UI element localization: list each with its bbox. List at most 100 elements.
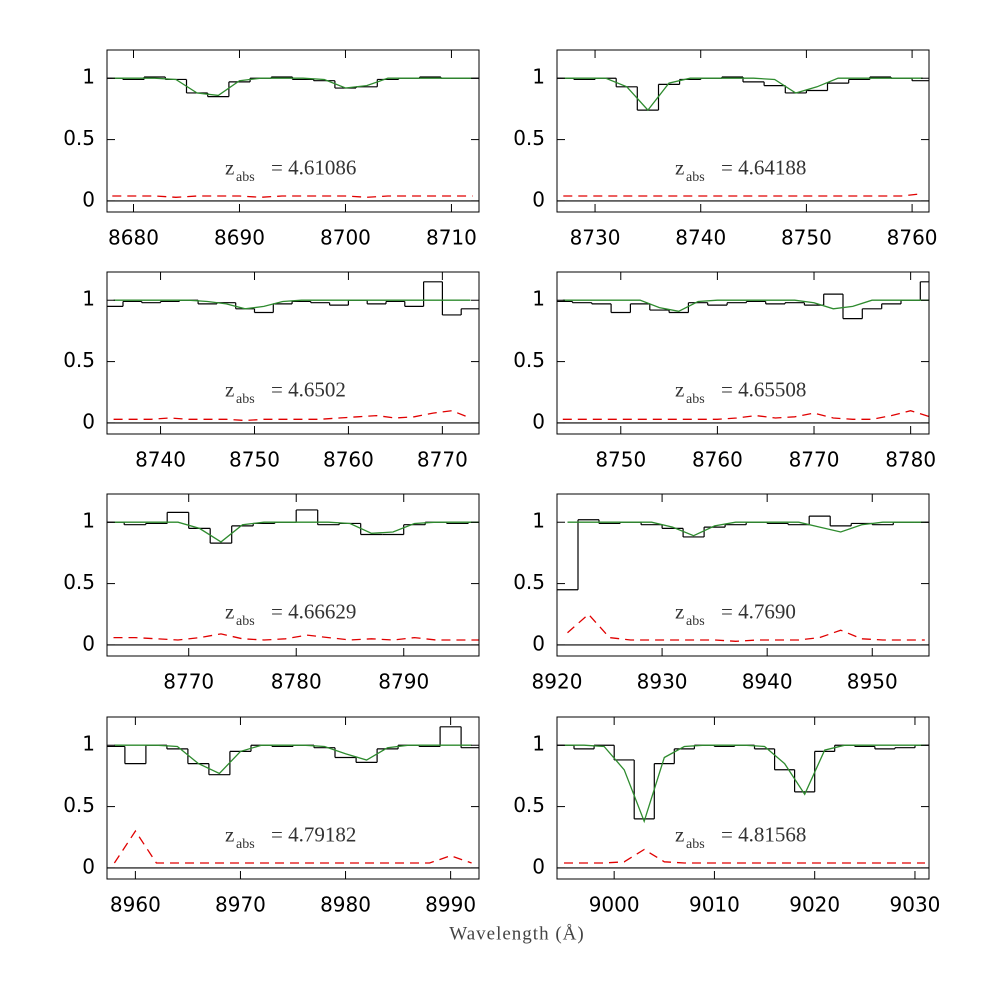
plot-area	[107, 509, 479, 646]
plot-area	[107, 76, 479, 202]
annotation-text: = 4.64188	[721, 156, 806, 180]
error-line	[562, 410, 929, 420]
panel: 0 0.5 1 8770 8780 8790 z abs = 4.66629	[63, 493, 480, 694]
annotation-text: = 4.79182	[271, 823, 356, 847]
x-tick-label: 8780	[885, 448, 936, 472]
y-tick-label: 0.5	[513, 126, 545, 150]
x-tick-label: 8770	[417, 448, 468, 472]
model-line	[112, 77, 473, 97]
x-tick-label: 8990	[425, 893, 476, 917]
y-tick-label: 0.5	[63, 348, 95, 372]
axes-frame	[106, 493, 480, 657]
annotation-subscript: abs	[236, 170, 255, 185]
model-line	[113, 521, 479, 543]
annotation-text: = 4.65508	[721, 378, 806, 402]
x-tick-label: 8700	[320, 226, 371, 250]
x-tick-label: 8760	[887, 226, 938, 250]
axes-frame	[556, 49, 930, 213]
y-tick-label: 0.5	[513, 570, 545, 594]
error-line	[113, 829, 472, 864]
y-tick-label: 0	[532, 631, 545, 655]
axes-frame	[106, 271, 480, 435]
annotation-text: = 4.66629	[271, 600, 356, 624]
plot-area	[557, 281, 929, 424]
plot-area	[557, 515, 929, 646]
annotation-subscript: abs	[236, 837, 255, 852]
y-tick-label: 0	[82, 854, 95, 878]
x-tick-label: 8750	[781, 226, 832, 250]
step-riser	[571, 281, 921, 319]
panel: 0 0.5 1 8960 8970 8980 8990 z abs = 4.79182	[63, 716, 480, 917]
annotation-symbol: z	[675, 600, 684, 624]
axes-frame	[556, 493, 930, 657]
annotation-symbol: z	[675, 156, 684, 180]
y-tick-label: 1	[82, 287, 95, 311]
error-line	[567, 613, 925, 642]
plot-area	[557, 744, 929, 869]
y-tick-label: 1	[532, 732, 545, 756]
y-tick-label: 0	[82, 631, 95, 655]
annotation-symbol: z	[225, 600, 234, 624]
x-tick-label: 8740	[135, 448, 186, 472]
x-axis-label: Wavelength (Å)	[449, 923, 584, 944]
x-tick-label: 9000	[589, 893, 640, 917]
annotation-symbol: z	[675, 378, 684, 402]
panel: 0 0.5 1 8680 8690 8700 8710 z abs = 4.61086	[63, 49, 480, 250]
y-tick-label: 0	[532, 854, 545, 878]
x-tick-label: 8760	[323, 448, 374, 472]
y-tick-label: 0	[532, 187, 545, 211]
x-tick-label: 8750	[229, 448, 280, 472]
plot-area	[107, 726, 479, 869]
y-tick-label: 1	[82, 732, 95, 756]
y-tick-label: 1	[532, 509, 545, 533]
model-line	[567, 521, 925, 537]
annotation-subscript: abs	[686, 614, 705, 629]
annotation-text: = 4.6502	[271, 378, 346, 402]
error-line	[112, 195, 473, 198]
axes-frame	[556, 271, 930, 435]
y-tick-label: 0.5	[513, 793, 545, 817]
annotation-text: = 4.61086	[271, 156, 356, 180]
error-line	[113, 633, 479, 641]
panel: 0 0.5 1 9000 9010 9020 9030 z abs = 4.81568	[513, 716, 941, 917]
model-line	[564, 744, 925, 824]
annotation-subscript: abs	[236, 614, 255, 629]
x-tick-label: 9020	[789, 893, 840, 917]
model-line	[113, 299, 471, 310]
x-tick-label: 8690	[214, 226, 265, 250]
x-tick-label: 8740	[675, 226, 726, 250]
y-tick-label: 0.5	[63, 126, 95, 150]
annotation-text: = 4.7690	[721, 600, 796, 624]
x-tick-label: 8760	[692, 448, 743, 472]
y-tick-label: 1	[532, 65, 545, 89]
panel: 0 0.5 1 8730 8740 8750 8760 z abs = 4.64188	[513, 49, 938, 250]
y-tick-label: 0	[82, 409, 95, 433]
x-tick-label: 8920	[532, 670, 583, 694]
y-tick-label: 1	[532, 287, 545, 311]
panel: 0 0.5 1 8920 8930 8940 8950 z abs = 4.7690	[513, 493, 930, 694]
y-tick-label: 0	[82, 187, 95, 211]
panel: 0 0.5 1 8740 8750 8760 8770 z abs = 4.6502	[63, 271, 480, 472]
x-tick-label: 9030	[890, 893, 941, 917]
annotation-symbol: z	[675, 823, 684, 847]
annotation-subscript: abs	[686, 170, 705, 185]
annotation-symbol: z	[225, 156, 234, 180]
model-line	[562, 299, 929, 312]
y-tick-label: 0.5	[513, 348, 545, 372]
x-tick-label: 8680	[108, 226, 159, 250]
axes-frame	[106, 716, 480, 880]
x-tick-label: 8730	[570, 226, 621, 250]
x-tick-label: 8790	[378, 670, 429, 694]
x-tick-label: 8770	[789, 448, 840, 472]
x-tick-label: 8930	[637, 670, 688, 694]
error-line	[564, 848, 925, 864]
y-tick-label: 0	[532, 409, 545, 433]
axes-frame	[556, 716, 930, 880]
x-tick-label: 8750	[595, 448, 646, 472]
annotation-subscript: abs	[686, 392, 705, 407]
plot-area	[557, 76, 929, 202]
annotation-text: = 4.81568	[721, 823, 806, 847]
x-tick-label: 8770	[163, 670, 214, 694]
model-line	[114, 744, 472, 775]
